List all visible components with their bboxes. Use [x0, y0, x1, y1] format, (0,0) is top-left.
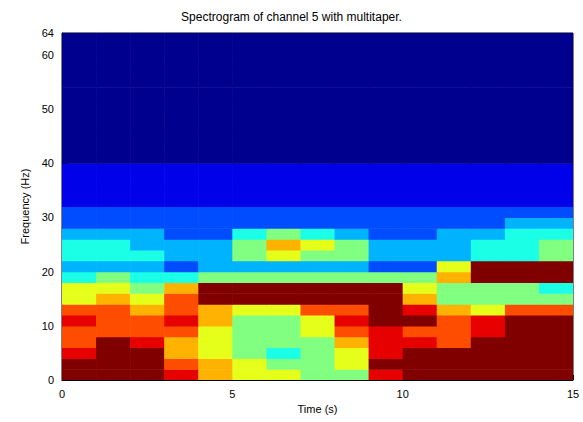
- svg-text:Frequency (Hz): Frequency (Hz): [19, 169, 31, 245]
- svg-text:64: 64: [42, 27, 54, 39]
- svg-text:10: 10: [397, 388, 409, 400]
- svg-text:Time (s): Time (s): [298, 403, 338, 415]
- svg-text:5: 5: [229, 388, 235, 400]
- svg-text:0: 0: [48, 374, 54, 386]
- svg-text:30: 30: [42, 211, 54, 223]
- svg-text:20: 20: [42, 266, 54, 278]
- svg-text:40: 40: [42, 157, 54, 169]
- svg-text:Spectrogram of channel 5 with: Spectrogram of channel 5 with multitaper…: [181, 10, 402, 24]
- svg-text:0: 0: [59, 388, 65, 400]
- svg-text:50: 50: [42, 103, 54, 115]
- svg-text:60: 60: [42, 49, 54, 61]
- svg-text:15: 15: [567, 388, 579, 400]
- svg-text:10: 10: [42, 320, 54, 332]
